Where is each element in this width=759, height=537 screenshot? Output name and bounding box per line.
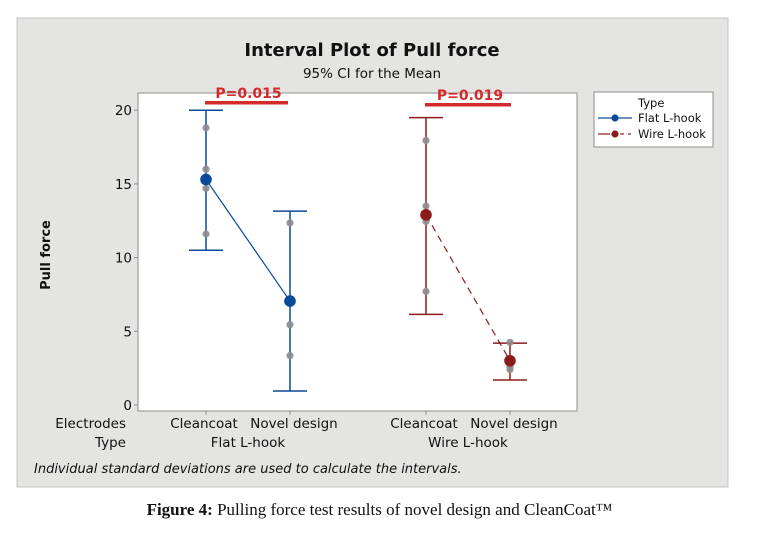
mean-connect-line-flat-l-hook (205, 179, 291, 302)
p-value-label-wire: P=0.019 (437, 88, 503, 104)
p-value-label-flat: P=0.015 (215, 86, 281, 102)
x-tick-label-wire-novel-design: Novel design (470, 416, 557, 432)
data-point-flat-l-hook-cleancoat (202, 165, 210, 173)
legend-marker-0 (611, 114, 619, 122)
mean-marker-wire-l-hook-cleancoat (420, 209, 432, 221)
plot-area (137, 92, 578, 412)
mean-marker-flat-l-hook-cleancoat (200, 173, 212, 186)
x-tick-label-flat-novel-design: Novel design (250, 416, 337, 432)
data-point-wire-l-hook-cleancoat (422, 202, 430, 210)
mean-marker-flat-l-hook-novel-design (284, 295, 296, 307)
y-tick-label: 20 (115, 103, 132, 119)
chart-subtitle: 95% CI for the Mean (303, 66, 441, 82)
data-point-wire-l-hook-novel-design (506, 338, 514, 346)
y-tick-label: 0 (123, 398, 132, 414)
legend-marker-1 (611, 130, 619, 138)
data-point-flat-l-hook-cleancoat (202, 124, 210, 132)
legend-label-flat-l-hook: Flat L-hook (638, 111, 702, 125)
x-axis (205, 411, 511, 415)
chart-title: Interval Plot of Pull force (244, 40, 499, 61)
data-point-flat-l-hook-novel-design (286, 219, 294, 227)
data-point-flat-l-hook-cleancoat (202, 230, 210, 238)
group-label-flat-l-hook: Flat L-hook (211, 435, 286, 451)
mean-marker-wire-l-hook-novel-design (504, 354, 516, 367)
legend-label-wire-l-hook: Wire L-hook (638, 127, 706, 141)
x-factor-label-type: Type (94, 435, 126, 451)
y-axis: 0 5 10 15 20 (115, 103, 138, 414)
data-point-wire-l-hook-cleancoat (422, 136, 430, 145)
mean-connect-line-wire-l-hook (425, 214, 511, 362)
group-label-wire-l-hook: Wire L-hook (428, 435, 508, 451)
x-tick-label-wire-cleancoat: Cleancoat (390, 416, 458, 432)
figure-caption-text: Pulling force test results of novel desi… (212, 500, 613, 519)
plot-marks (189, 109, 527, 392)
x-tick-label-flat-cleancoat: Cleancoat (170, 416, 238, 432)
y-tick-label: 5 (123, 324, 132, 340)
y-axis-label: Pull force (39, 220, 54, 290)
p-value-bar (425, 103, 511, 107)
legend: Type Flat L-hook Wire L-hook (593, 91, 714, 148)
data-point-flat-l-hook-novel-design (286, 321, 294, 329)
data-point-flat-l-hook-cleancoat (202, 184, 210, 192)
legend-title: Type (637, 96, 664, 110)
y-tick-label: 10 (115, 251, 132, 267)
p-value-annotations: P=0.015 P=0.019 (205, 86, 511, 107)
data-point-wire-l-hook-novel-design (506, 366, 514, 374)
footnote: Individual standard deviations are used … (34, 462, 462, 477)
p-value-bar (205, 101, 288, 105)
x-factor-label-electrodes: Electrodes (55, 416, 126, 432)
data-point-wire-l-hook-cleancoat (422, 287, 430, 296)
figure-caption: Figure 4: Pulling force test results of … (0, 500, 759, 520)
data-point-flat-l-hook-novel-design (286, 352, 294, 360)
figure-caption-label: Figure 4: (146, 500, 213, 519)
y-tick-label: 15 (115, 177, 132, 193)
